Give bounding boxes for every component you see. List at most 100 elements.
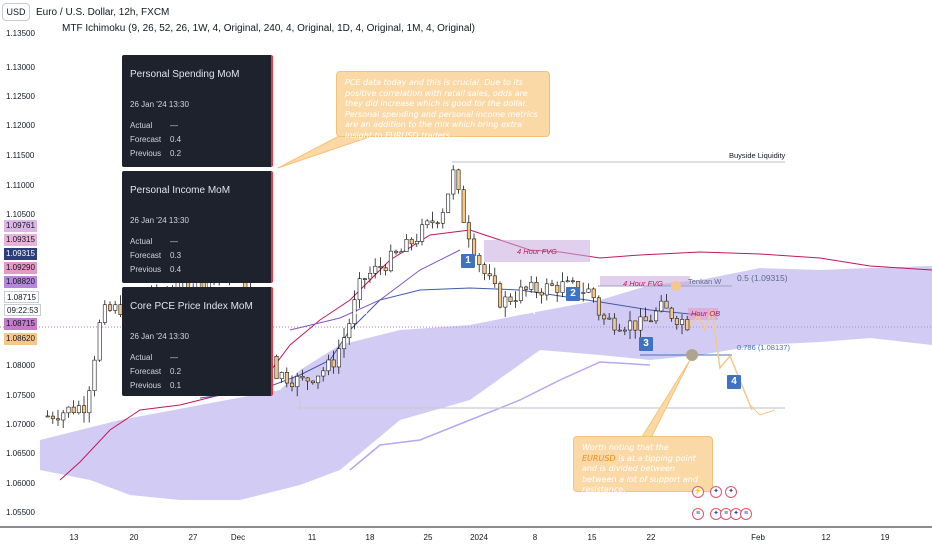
candle-body [435,222,440,225]
indicator-legend[interactable]: MTF Ichimoku (9, 26, 52, 26, 1W, 4, Orig… [62,23,475,34]
time-tick-label: 15 [587,533,597,542]
candle-body [534,281,539,293]
callout-note-pce[interactable]: PCE data today and this is crucial. Due … [336,71,550,140]
candle-body [503,296,508,308]
candle-body [643,316,648,322]
ichimoku-cloud [40,266,932,500]
us-flag-icon[interactable]: ≡ [740,508,752,520]
candle-body [607,317,612,320]
marker-4[interactable]: 4 [727,375,741,389]
marker-3[interactable]: 3 [639,337,653,351]
event-row-actual: Actual — [130,121,178,130]
event-card-personal-spending[interactable]: Personal Spending MoM 26 Jan '24 13:30 A… [122,55,273,167]
candle-body [305,377,310,382]
candle-body [612,317,617,331]
candle-body [326,359,331,372]
candle-body [602,314,607,320]
event-date: 26 Jan '24 13:30 [130,332,189,341]
event-row-forecast: Forecast 0.4 [130,135,182,144]
candle-body [638,316,643,331]
candle-body [357,278,362,301]
kijun-line [59,229,932,481]
us-flag-icon[interactable]: ≡ [720,508,732,520]
time-tick-label: 8 [532,533,538,542]
lightning-icon[interactable]: ⚡ [692,486,704,498]
cloud-edge [349,361,651,471]
candle-body [373,265,378,274]
time-tick-label: 19 [880,533,890,542]
price-label: 1.09290 [4,262,37,274]
chart-header: USD Euro / U.S. Dollar, 12h, FXCM [2,3,169,21]
event-card-personal-income[interactable]: Personal Income MoM 26 Jan '24 13:30 Act… [122,171,273,283]
candle-body [316,375,321,384]
cloud-area [40,266,932,500]
candle-body [648,320,653,323]
chart-grid [0,326,932,528]
candle-body [352,299,357,324]
candle-body [430,220,435,224]
price-label: 1.09315 [4,234,37,246]
chikou-line [289,249,461,331]
eu-flag-icon[interactable]: ✦ [710,486,722,498]
price-label: 09:22:53 [4,304,42,316]
callout-note-tipping-point[interactable]: Worth noting that the EURUSD is at a tip… [573,436,713,494]
candle-body [347,323,352,338]
candle-body [633,320,638,331]
candle-body [482,264,487,275]
candle-body [466,222,471,240]
marker-2[interactable]: 2 [566,287,580,301]
event-row-forecast: Forecast 0.3 [130,251,182,260]
candle-body [664,300,669,309]
time-tick-label: 20 [129,533,139,542]
symbol-title[interactable]: Euro / U.S. Dollar, 12h, FXCM [36,6,170,18]
candle-body [404,239,409,252]
price-tick-label: 1.12500 [6,92,35,101]
price-tick-label: 1.05500 [6,508,35,517]
marker-1[interactable]: 1 [461,254,475,268]
time-tick-label: 12 [821,533,831,542]
time-tick-label: 25 [423,533,433,542]
candle-body [539,291,544,296]
candle-body [113,304,118,311]
event-title: Personal Income MoM [130,185,231,196]
price-tick-label: 1.11500 [6,151,35,160]
candle-body [586,288,591,293]
candle-body [82,405,87,414]
price-label: 1.09315 [4,248,37,260]
candle-body [394,250,399,254]
candle-body [420,224,425,242]
candle-body [388,250,393,272]
us-flag-icon[interactable]: ≡ [692,508,704,520]
candle-body [674,318,679,325]
price-label: 1.08820 [4,276,37,288]
candle-body [570,280,575,283]
candle-body [659,300,664,312]
currency-button[interactable]: USD [2,3,30,21]
price-label: 1.08715 [4,291,39,303]
candle-body [342,337,347,350]
time-tick-label: 18 [365,533,375,542]
candle-body [518,286,523,301]
candle-body [362,278,367,280]
fvg-zone-2 [600,276,690,286]
candle-body [56,418,61,421]
candle-body [555,285,560,293]
candle-body [368,272,373,280]
candle-body [300,376,305,379]
event-card-core-pce[interactable]: Core PCE Price Index MoM 26 Jan '24 13:3… [122,287,273,396]
projection-end [749,404,776,416]
candle-body [76,405,81,414]
candle-body [591,288,596,299]
candle-body [451,169,456,195]
time-tick-label: 13 [69,533,79,542]
hour-ob-label: Hour OB [691,309,721,318]
price-tick-label: 1.07500 [6,391,35,400]
fvg-zones [484,240,718,320]
time-tick-label: Dec [230,533,246,542]
time-tick-label: Feb [751,533,765,542]
eu-flag-icon[interactable]: ✦ [725,486,737,498]
candle-body [596,297,601,316]
candle-body [92,359,97,392]
candle-body [669,307,674,319]
candle-body [61,412,66,421]
